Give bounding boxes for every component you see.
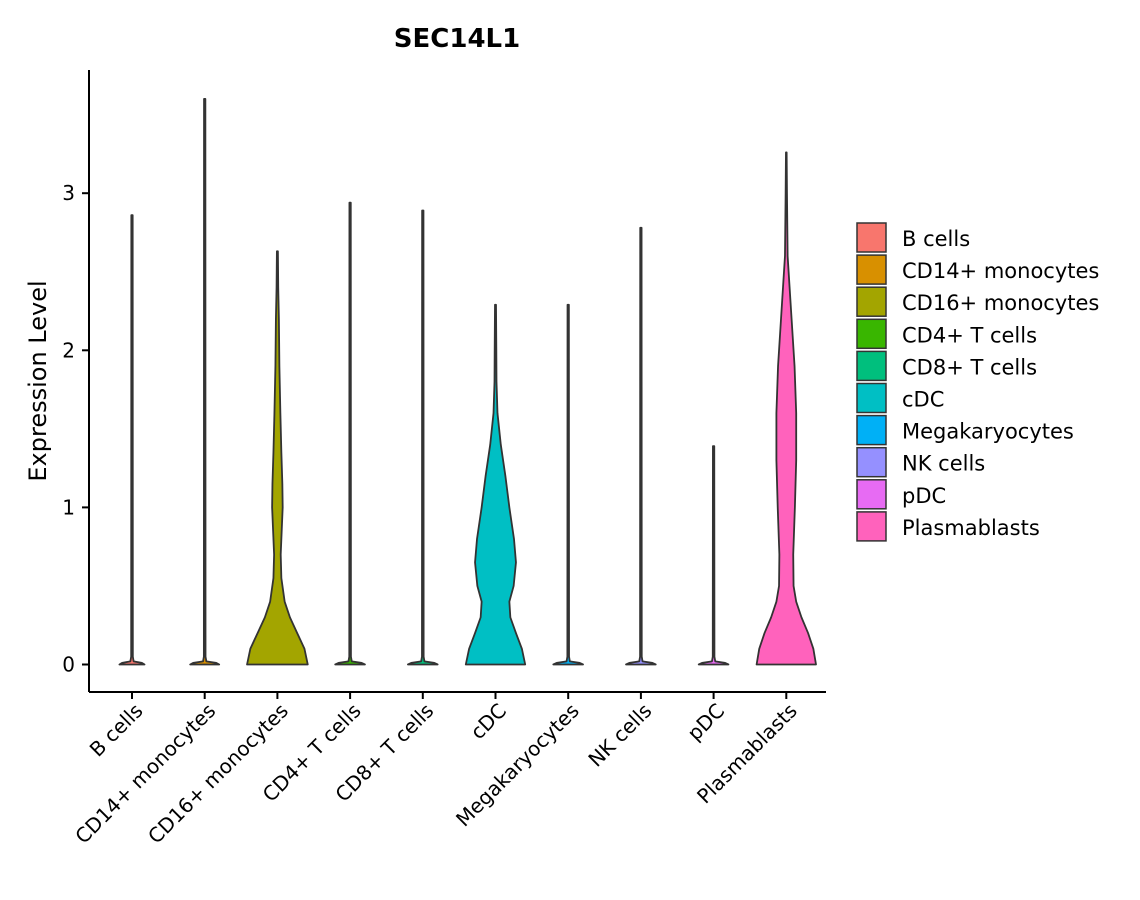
x-tick-label: B cells xyxy=(85,699,148,762)
legend-label: cDC xyxy=(902,388,944,412)
violin-nk-cells xyxy=(625,226,657,666)
legend-label: B cells xyxy=(902,227,970,251)
x-tick-label: pDC xyxy=(682,699,729,746)
legend-label: Plasmablasts xyxy=(902,516,1040,540)
legend-swatch xyxy=(856,511,887,542)
legend-label: CD4+ T cells xyxy=(902,323,1037,347)
legend-swatch xyxy=(856,446,887,478)
y-tick-label: 1 xyxy=(62,495,75,519)
legend: B cells CD14+ monocytes CD16+ monocytes CD4… xyxy=(856,222,1099,542)
legend-swatch xyxy=(856,382,887,414)
legend-swatch xyxy=(856,350,887,382)
y-tick-label: 3 xyxy=(62,181,75,205)
violin-b-cells xyxy=(118,214,146,666)
violin-cd16-monocytes xyxy=(246,250,309,666)
legend-swatch xyxy=(856,479,887,510)
violin-cd4-t-cells xyxy=(334,201,366,666)
y-axis-label: Expression Level xyxy=(24,280,52,481)
violin-cdc xyxy=(464,303,527,666)
x-tick-label: NK cells xyxy=(583,699,656,772)
legend-swatch xyxy=(856,318,887,350)
y-tick-label: 0 xyxy=(62,653,75,677)
y-tick-label: 2 xyxy=(62,338,75,362)
violin-cd8-t-cells xyxy=(407,209,439,666)
x-tick-label: CD14+ monocytes xyxy=(70,699,220,849)
legend-label: CD8+ T cells xyxy=(902,355,1037,379)
legend-label: CD14+ monocytes xyxy=(902,259,1099,283)
violin-megakaryocytes xyxy=(552,303,584,666)
legend-label: CD16+ monocytes xyxy=(902,291,1099,315)
violin-plasmablasts xyxy=(755,151,817,666)
chart-title: SEC14L1 xyxy=(394,24,520,54)
x-tick-label: CD16+ monocytes xyxy=(143,699,293,849)
legend-swatch xyxy=(856,286,887,317)
legend-swatch xyxy=(856,414,887,446)
x-tick-label: Megakaryocytes xyxy=(451,699,584,832)
violin-cd14-monocytes xyxy=(189,98,221,666)
legend-swatch xyxy=(856,254,887,285)
legend-label: Megakaryocytes xyxy=(902,420,1074,444)
legend-label: NK cells xyxy=(902,452,985,476)
legend-swatch xyxy=(856,222,887,253)
violin-pdc xyxy=(697,445,730,666)
violins xyxy=(118,98,817,666)
x-tick-label: cDC xyxy=(466,699,512,745)
legend-label: pDC xyxy=(902,484,946,508)
